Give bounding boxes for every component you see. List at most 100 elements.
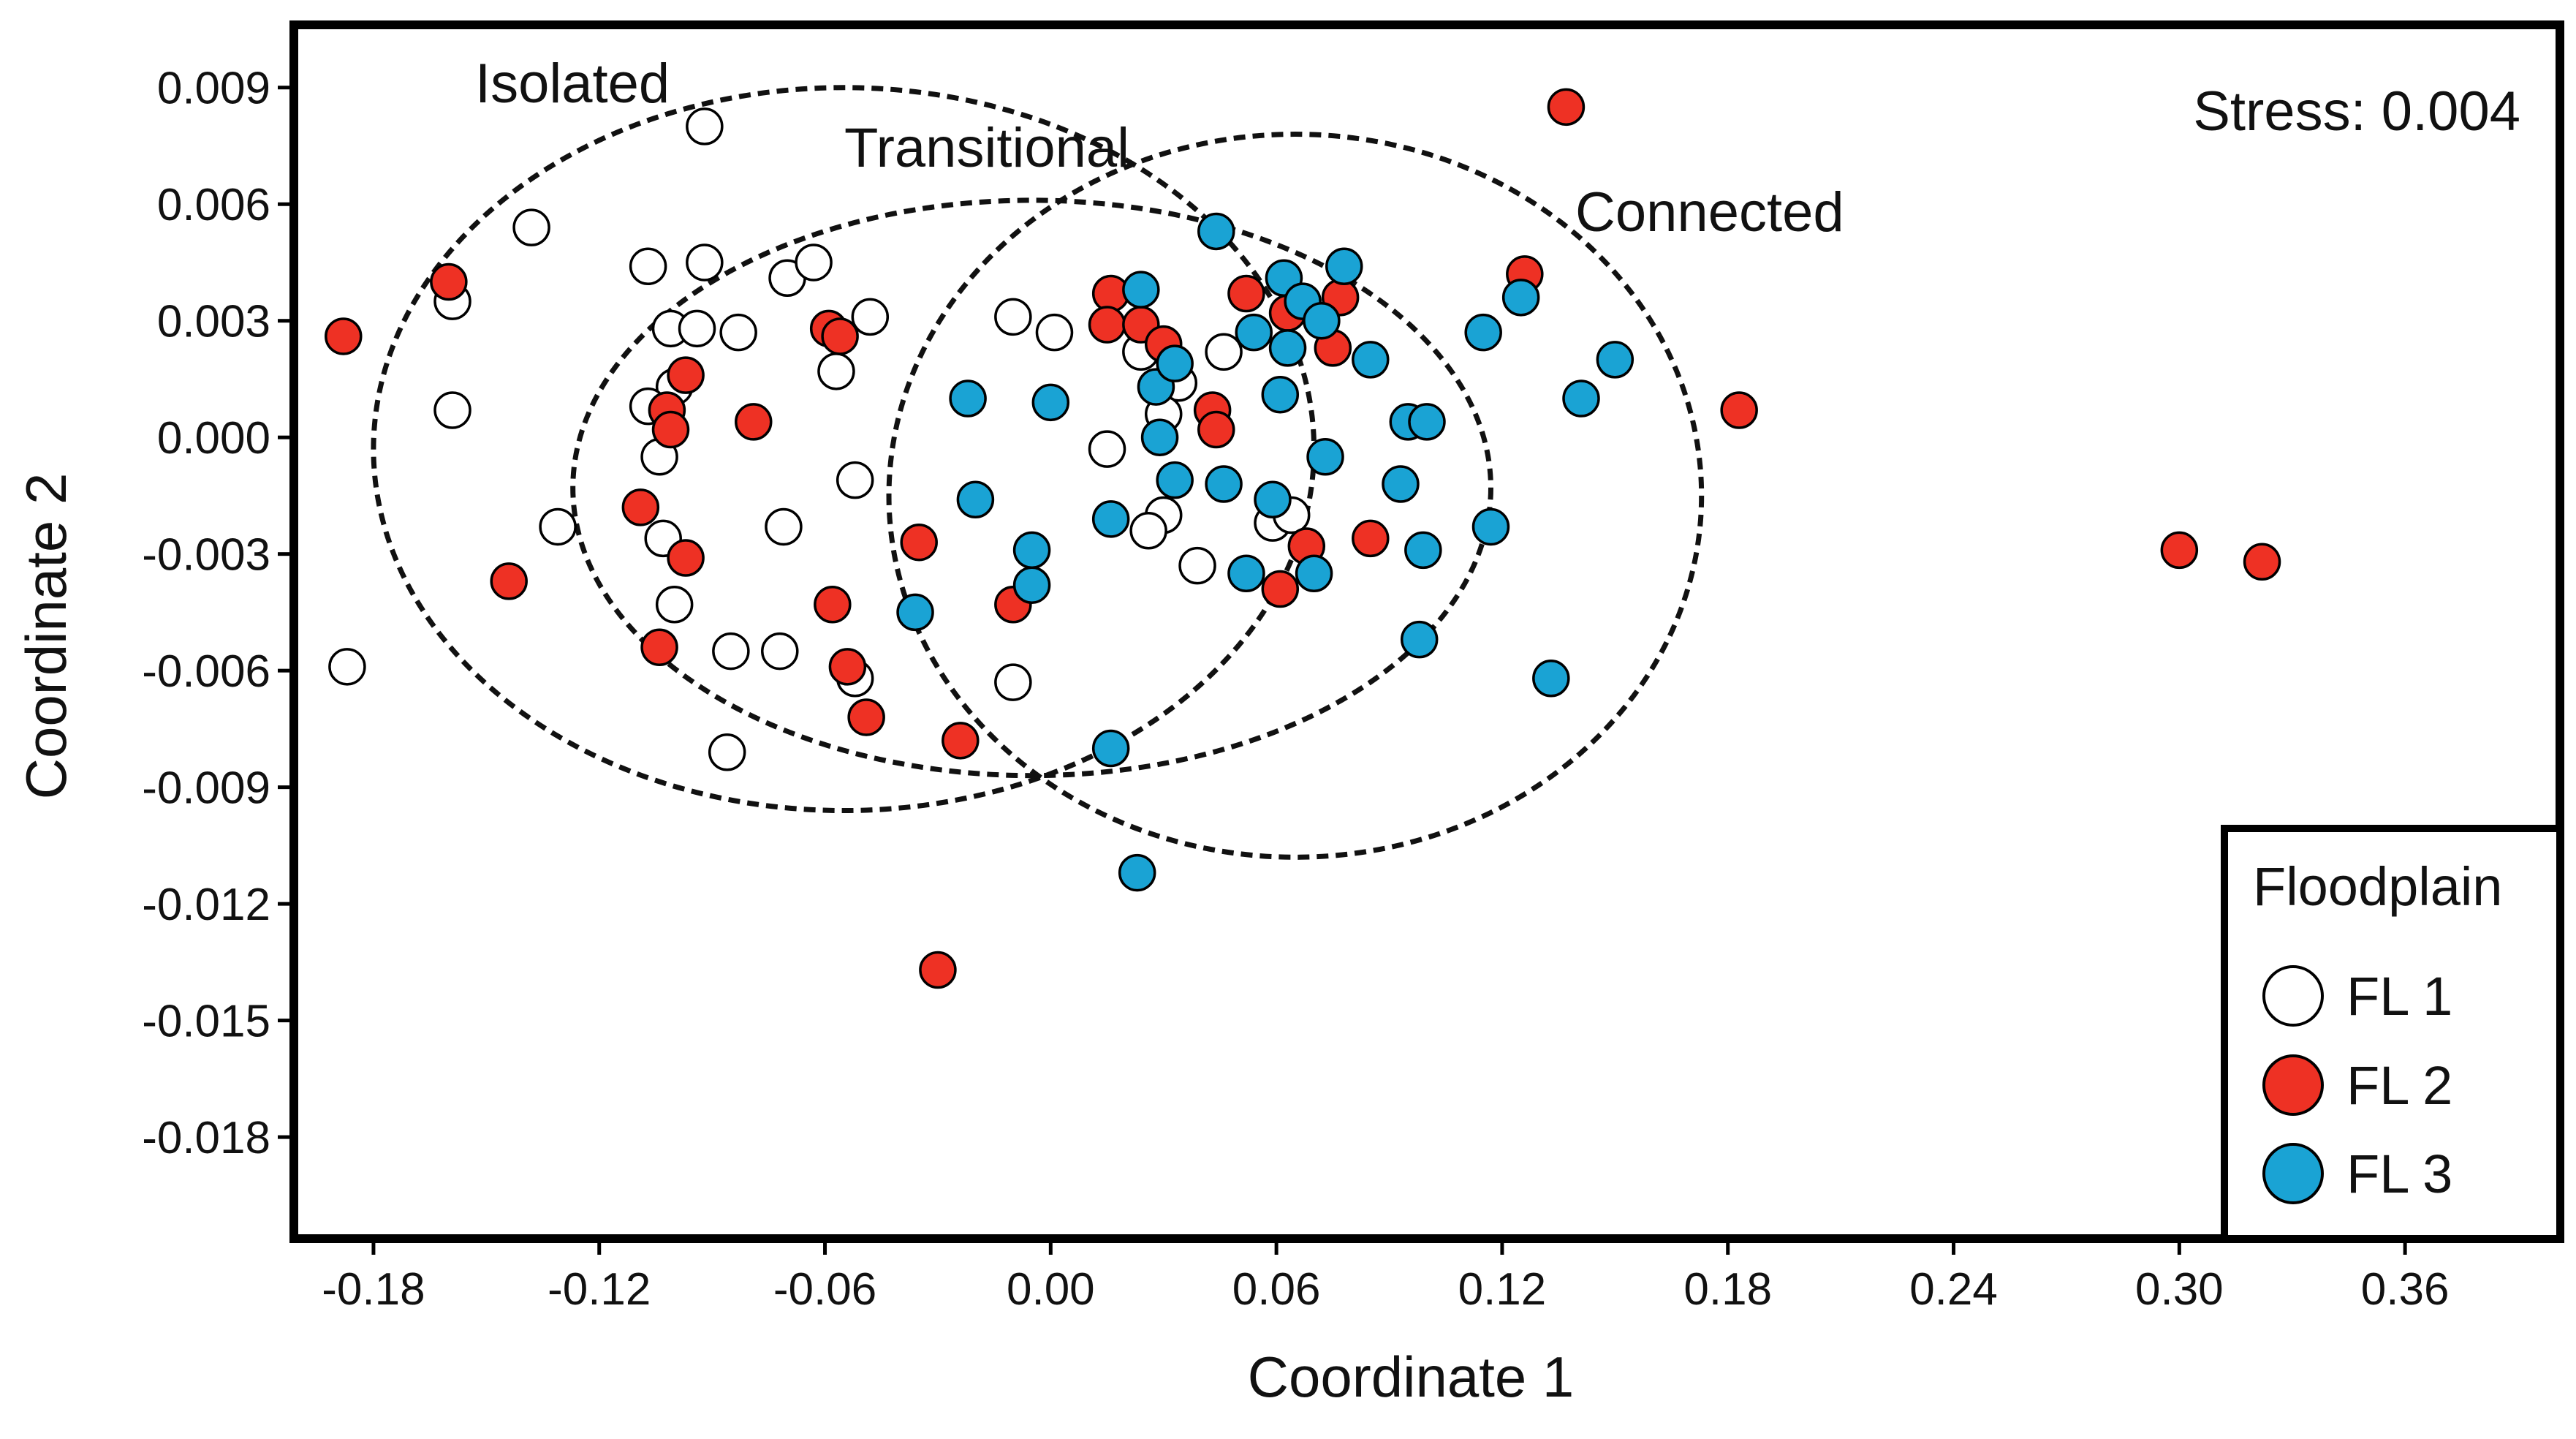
point-fl-2-1 xyxy=(430,263,468,301)
point-fl-3-12 xyxy=(1562,379,1600,418)
plot-frame xyxy=(289,20,2564,1243)
legend-label-fl3: FL 3 xyxy=(2346,1144,2452,1204)
legend-marker-fl3 xyxy=(2262,1143,2324,1204)
point-fl-2-14 xyxy=(828,648,867,686)
point-fl-2-35 xyxy=(2160,531,2199,570)
point-fl-3-25 xyxy=(1205,465,1243,503)
y-tick-label-4: -0.003 xyxy=(142,530,270,581)
tick-layer: -0.18 -0.12 -0.06 0.00 0.06 0.12 0.18 0.24 0.30 0… xyxy=(142,64,2449,1315)
legend-title: Floodplain xyxy=(2253,856,2502,917)
y-tick-label-5: -0.006 xyxy=(142,646,270,697)
y-tick-label-6: -0.009 xyxy=(142,763,270,814)
point-fl-3-2 xyxy=(1325,247,1363,286)
point-fl-2-5 xyxy=(667,356,705,394)
x-tick-label-3: 0.00 xyxy=(1007,1264,1095,1315)
x-axis-title: Coordinate 1 xyxy=(1248,1345,1575,1409)
point-fl-3-37 xyxy=(1091,729,1130,768)
point-fl-1-16 xyxy=(836,461,874,499)
point-fl-3-27 xyxy=(1382,465,1420,503)
stress-label: Stress: 0.004 xyxy=(2193,80,2520,143)
point-fl-3-32 xyxy=(896,593,934,632)
point-fl-2-33 xyxy=(1352,519,1390,558)
point-fl-3-22 xyxy=(956,480,995,519)
point-fl-2-34 xyxy=(1261,570,1300,608)
point-fl-3-17 xyxy=(1261,375,1300,414)
point-fl-3-13 xyxy=(949,379,987,418)
point-fl-1-14 xyxy=(433,391,471,429)
point-fl-3-34 xyxy=(1295,554,1333,593)
point-fl-2-31 xyxy=(1720,391,1758,429)
point-fl-1-23 xyxy=(708,733,746,771)
point-fl-2-21 xyxy=(1088,306,1126,344)
legend: Floodplain FL 1 FL 2 FL 3 xyxy=(2221,825,2564,1242)
point-fl-2-12 xyxy=(814,586,852,624)
point-fl-2-16 xyxy=(900,523,938,562)
point-fl-3-21 xyxy=(1306,438,1344,476)
ellipse-label-connected: Connected xyxy=(1575,181,1844,243)
point-fl-1-17 xyxy=(539,507,577,546)
point-fl-1-9 xyxy=(678,309,716,348)
y-axis-title: Coordinate 2 xyxy=(14,473,78,800)
point-fl-3-6 xyxy=(1303,301,1341,340)
point-fl-2-8 xyxy=(734,403,773,441)
point-fl-3-11 xyxy=(1352,341,1390,379)
point-fl-3-23 xyxy=(1091,500,1130,538)
x-tick-label-4: 0.06 xyxy=(1232,1264,1321,1315)
x-tick-label-9: 0.36 xyxy=(2361,1264,2450,1315)
point-fl-1-22 xyxy=(761,632,799,671)
point-fl-1-27 xyxy=(1035,313,1074,352)
x-tick-label-7: 0.24 xyxy=(1909,1264,1998,1315)
point-fl-1-25 xyxy=(328,648,366,686)
point-fl-2-9 xyxy=(621,488,660,526)
point-fl-3-16 xyxy=(1156,344,1194,382)
point-fl-1-1 xyxy=(512,208,550,246)
point-fl-3-33 xyxy=(1227,554,1265,593)
point-fl-1-29 xyxy=(1205,333,1243,371)
x-tick-label-6: 0.18 xyxy=(1683,1264,1772,1315)
x-tick-label-2: -0.06 xyxy=(773,1264,876,1315)
point-fl-1-11 xyxy=(817,352,855,390)
ellipse-label-isolated: Isolated xyxy=(475,53,670,115)
point-fl-2-10 xyxy=(667,539,705,577)
x-tick-label-1: -0.12 xyxy=(548,1264,651,1315)
ellipse-connected xyxy=(886,132,1705,860)
point-fl-2-13 xyxy=(640,628,678,667)
point-fl-2-4 xyxy=(821,317,859,355)
point-fl-3-31 xyxy=(1012,566,1051,604)
point-fl-1-19 xyxy=(765,507,803,546)
point-fl-3-3 xyxy=(1122,271,1160,309)
point-fl-2-11 xyxy=(490,562,528,600)
point-fl-1-20 xyxy=(655,586,694,624)
point-fl-3-9 xyxy=(1501,279,1540,317)
x-tick-label-8: 0.30 xyxy=(2135,1264,2224,1315)
y-tick-label-1: 0.006 xyxy=(157,180,270,230)
point-fl-3-38 xyxy=(1118,853,1156,892)
point-fl-3-26 xyxy=(1254,480,1292,519)
y-tick-label-8: -0.015 xyxy=(142,997,270,1047)
point-fl-2-0 xyxy=(1547,88,1586,126)
point-fl-3-20 xyxy=(1140,418,1179,456)
y-tick-label-2: 0.003 xyxy=(157,297,270,347)
point-fl-2-25 xyxy=(1197,410,1235,449)
point-fl-3-29 xyxy=(1404,531,1442,570)
point-layer xyxy=(325,88,2281,989)
point-fl-3-5 xyxy=(1235,313,1273,352)
point-fl-1-26 xyxy=(994,298,1032,336)
point-fl-3-36 xyxy=(1532,660,1570,698)
x-tick-label-5: 0.12 xyxy=(1458,1264,1547,1315)
point-fl-1-34 xyxy=(1129,512,1167,550)
legend-marker-fl2 xyxy=(2262,1054,2324,1116)
point-fl-2-26 xyxy=(1227,274,1265,313)
y-tick-label-7: -0.012 xyxy=(142,880,270,930)
x-tick-label-0: -0.18 xyxy=(322,1264,425,1315)
ellipse-label-transitional: Transitional xyxy=(844,117,1129,179)
point-fl-3-7 xyxy=(1268,329,1307,367)
y-tick-label-3: 0.000 xyxy=(157,413,270,464)
point-fl-3-35 xyxy=(1400,620,1439,659)
point-fl-1-2 xyxy=(629,247,667,286)
point-fl-1-32 xyxy=(1088,430,1126,468)
point-fl-3-14 xyxy=(1031,383,1070,422)
point-fl-2-15 xyxy=(847,698,885,736)
point-fl-2-7 xyxy=(651,410,690,449)
legend-marker-fl1 xyxy=(2262,965,2324,1027)
